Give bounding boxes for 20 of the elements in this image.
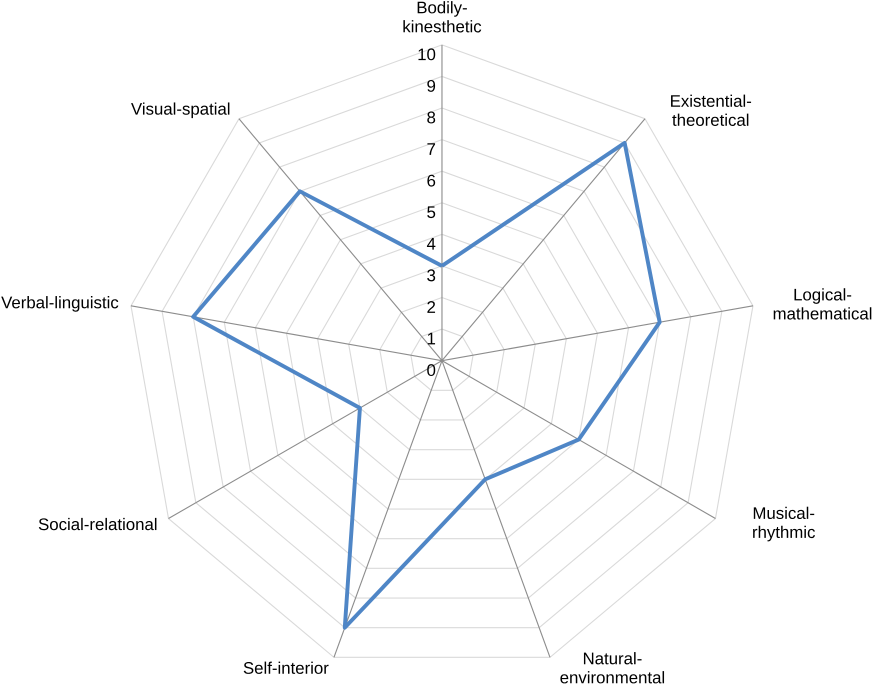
spoke-label: Logical-mathematical: [774, 288, 872, 320]
y-tick-label: 3: [427, 270, 436, 282]
spoke-label: Visual-spatial: [131, 102, 230, 118]
y-tick-label: 8: [427, 112, 436, 124]
y-tick-label: 0: [427, 364, 436, 376]
y-tick-label: 7: [427, 144, 436, 156]
y-tick-label: 9: [427, 80, 436, 92]
y-tick-label: 1: [428, 332, 436, 345]
y-tick-label: 4: [426, 238, 436, 250]
y-tick-label: 2: [427, 301, 436, 314]
y-tick-label: 6: [427, 174, 436, 187]
spoke-label: Verbal-linguistic: [1, 296, 118, 312]
spoke-label: Bodily-kinesthetic: [403, 1, 482, 33]
y-tick-label: 5: [427, 206, 436, 218]
spoke-label: Social-relational: [38, 518, 156, 530]
y-tick-label: 10: [418, 48, 436, 60]
spoke-label: Self-interior: [244, 662, 329, 674]
spoke-label: Musical-rhythmic: [753, 506, 815, 542]
spoke-label: Natural-environmental: [560, 652, 664, 684]
spoke-label: Existential-theoretical: [671, 94, 752, 126]
